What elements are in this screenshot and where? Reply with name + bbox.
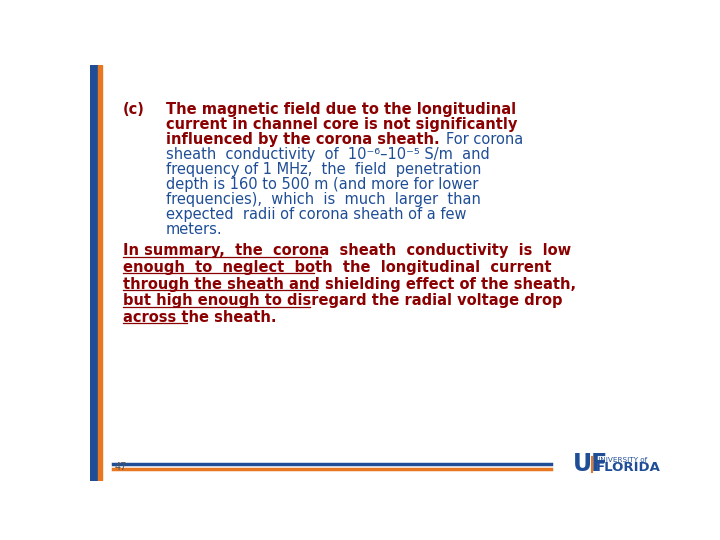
Text: For corona: For corona <box>446 132 523 147</box>
Text: 47: 47 <box>114 462 127 472</box>
Text: The magnetic field due to the longitudinal: The magnetic field due to the longitudin… <box>166 102 516 117</box>
Text: but high enough to disregard the radial voltage drop: but high enough to disregard the radial … <box>122 293 562 308</box>
Text: FLORIDA: FLORIDA <box>595 461 660 474</box>
Text: depth is 160 to 500 m (and more for lower: depth is 160 to 500 m (and more for lowe… <box>166 177 478 192</box>
Text: (c): (c) <box>122 102 145 117</box>
Text: In summary,  the  corona  sheath  conductivity  is  low: In summary, the corona sheath conductivi… <box>122 244 571 259</box>
Bar <box>90 65 98 481</box>
Text: UNIVERSITY of: UNIVERSITY of <box>595 457 647 463</box>
Text: frequencies),  which  is  much  larger  than: frequencies), which is much larger than <box>166 192 481 207</box>
Text: across the sheath.: across the sheath. <box>122 309 276 325</box>
Text: through the sheath and shielding effect of the sheath,: through the sheath and shielding effect … <box>122 276 576 292</box>
Text: sheath  conductivity  of  10⁻⁶–10⁻⁵ S/m  and: sheath conductivity of 10⁻⁶–10⁻⁵ S/m and <box>166 147 490 162</box>
Bar <box>98 65 102 481</box>
Text: expected  radii of corona sheath of a few: expected radii of corona sheath of a few <box>166 207 467 222</box>
Text: current in channel core is not significantly: current in channel core is not significa… <box>166 117 518 132</box>
Text: UF: UF <box>573 451 608 476</box>
Text: frequency of 1 MHz,  the  field  penetration: frequency of 1 MHz, the field penetratio… <box>166 162 482 177</box>
Text: influenced by the corona sheath.: influenced by the corona sheath. <box>166 132 440 147</box>
Text: enough  to  neglect  both  the  longitudinal  current: enough to neglect both the longitudinal … <box>122 260 551 275</box>
Text: meters.: meters. <box>166 222 222 237</box>
